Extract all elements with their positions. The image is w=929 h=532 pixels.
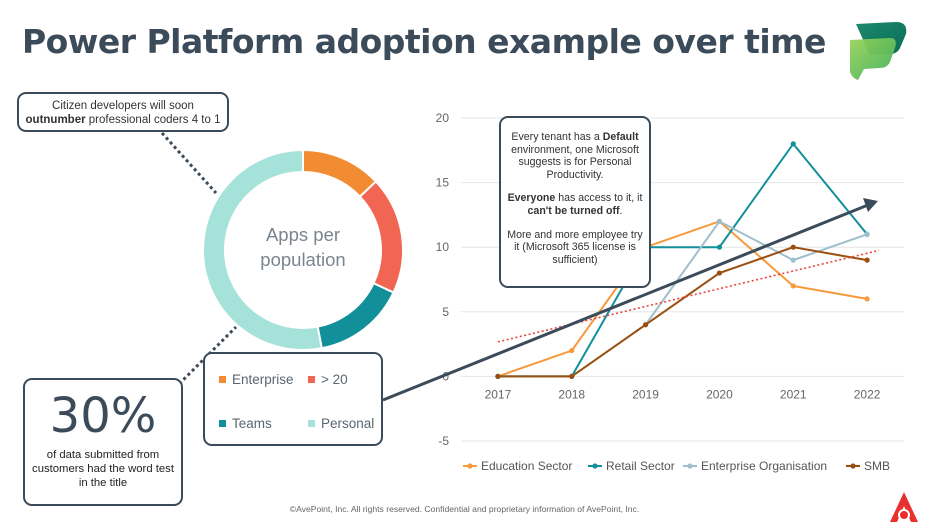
footer-copyright: ©AvePoint, Inc. All rights reserved. Con… — [289, 504, 640, 514]
x-tick-label: 2017 — [485, 387, 512, 401]
tenant-p1: Every tenant has a Default environment, … — [507, 131, 643, 181]
data-point — [495, 373, 501, 379]
legend-marker — [850, 463, 856, 469]
data-point — [864, 296, 870, 302]
legend-label: Enterprise — [232, 372, 294, 387]
tenant-p1-a: Every tenant has a — [511, 131, 603, 143]
y-tick-label: 0 — [442, 369, 449, 383]
power-platform-logo-icon — [850, 22, 907, 80]
data-point — [569, 373, 575, 379]
legend-label-2: Enterprise Organisation — [701, 459, 827, 473]
data-point — [864, 257, 870, 263]
data-point — [716, 218, 723, 224]
tenant-p2-b: . — [619, 204, 623, 217]
y-tick-label: 15 — [436, 176, 450, 190]
data-point — [790, 141, 796, 147]
data-point — [864, 231, 870, 237]
data-point — [569, 347, 575, 354]
x-tick-label: 2022 — [854, 387, 881, 401]
tenant-p2-a: has access to it, it — [555, 192, 643, 205]
legend-item-personal: Personal — [308, 416, 374, 431]
legend-marker — [687, 463, 693, 469]
legend-item-over-20: > 20 — [308, 372, 348, 387]
citizen-callout-line1: Citizen developers will soon — [52, 100, 194, 112]
growth-arrow-head — [863, 198, 878, 212]
donut-center-label: Apps per population — [260, 224, 346, 270]
legend-marker — [592, 463, 598, 469]
data-point — [790, 244, 796, 250]
legend-label: Teams — [232, 416, 272, 431]
donut-legend: Enterprise > 20 Teams Personal — [203, 352, 383, 446]
tenant-p3: More and more employee try it (Microsoft… — [507, 228, 643, 266]
donut-slice-3 — [202, 148, 323, 351]
series-line-0 — [497, 220, 868, 378]
legend-swatch — [219, 376, 226, 383]
series-line-3 — [497, 246, 868, 378]
citizen-callout-line2: outnumber professional coders 4 to 1 — [19, 113, 227, 127]
tenant-p1-bold: Default — [602, 131, 639, 143]
legend-item-teams: Teams — [219, 416, 272, 431]
tenant-p1-b: environment, one Microsoft suggests is f… — [511, 143, 639, 181]
legend-swatch — [219, 420, 226, 427]
data-point — [716, 270, 723, 276]
legend-swatch — [308, 376, 315, 383]
page-title: Power Platform adoption example over tim… — [22, 22, 826, 61]
citizen-callout-rest: professional coders 4 to 1 — [85, 114, 221, 126]
legend-item-enterprise: Enterprise — [219, 372, 294, 387]
citizen-developers-callout: Citizen developers will soon outnumber p… — [17, 92, 229, 132]
legend-label: > 20 — [321, 372, 348, 387]
legend-label-3: SMB — [864, 459, 890, 473]
y-tick-label: 10 — [436, 240, 450, 254]
stat-value: 30% — [49, 388, 157, 444]
data-point — [716, 244, 723, 250]
tenant-p2-bold1: Everyone — [507, 192, 556, 205]
test-data-stat-callout: 30% of data submitted from customers had… — [23, 378, 183, 506]
legend-swatch — [308, 420, 315, 427]
stat-text: of data submitted from customers had the… — [32, 449, 174, 489]
data-point — [790, 283, 796, 289]
y-tick-label: 5 — [442, 305, 449, 319]
data-point — [642, 322, 649, 328]
x-tick-label: 2021 — [780, 387, 807, 401]
legend-label-1: Retail Sector — [606, 459, 675, 473]
avepoint-logo-icon — [890, 492, 918, 522]
legend-label-0: Education Sector — [481, 459, 572, 473]
default-environment-callout: Every tenant has a Default environment, … — [499, 116, 651, 288]
y-tick-label: -5 — [438, 434, 449, 448]
data-point — [790, 257, 796, 263]
donut-chart — [202, 148, 404, 351]
x-tick-label: 2020 — [706, 387, 733, 401]
tenant-p2-bold2: can't be turned off — [527, 204, 620, 217]
citizen-callout-bold: outnumber — [25, 114, 86, 126]
legend-label: Personal — [321, 416, 375, 431]
x-tick-label: 2019 — [632, 387, 659, 401]
citizen-connector — [160, 131, 218, 195]
growth-arrow — [382, 203, 869, 402]
y-tick-label: 20 — [436, 111, 450, 125]
tenant-p2: Everyone has access to it, it can't be t… — [507, 192, 643, 217]
x-tick-label: 2018 — [558, 387, 585, 401]
legend-marker — [467, 463, 473, 469]
